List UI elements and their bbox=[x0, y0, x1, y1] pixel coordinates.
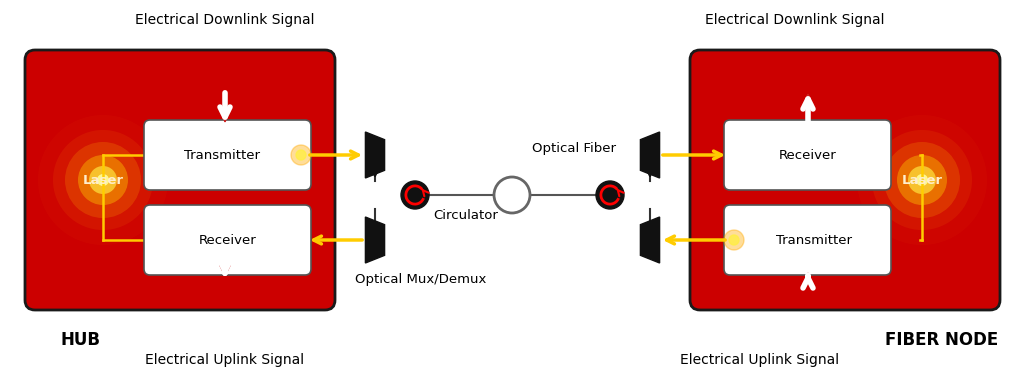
FancyBboxPatch shape bbox=[724, 205, 891, 275]
Circle shape bbox=[908, 166, 936, 194]
Circle shape bbox=[291, 145, 311, 165]
Circle shape bbox=[494, 177, 530, 213]
Circle shape bbox=[724, 230, 744, 250]
FancyBboxPatch shape bbox=[690, 50, 1000, 310]
Polygon shape bbox=[640, 132, 659, 178]
Polygon shape bbox=[366, 132, 385, 178]
Text: Receiver: Receiver bbox=[778, 148, 837, 162]
Circle shape bbox=[97, 174, 109, 186]
Text: FIBER NODE: FIBER NODE bbox=[886, 331, 998, 349]
Polygon shape bbox=[640, 217, 659, 263]
Circle shape bbox=[53, 130, 153, 230]
Text: HUB: HUB bbox=[60, 331, 100, 349]
Text: Laser: Laser bbox=[901, 174, 942, 187]
Circle shape bbox=[65, 142, 141, 218]
Text: Transmitter: Transmitter bbox=[775, 233, 852, 246]
Circle shape bbox=[78, 155, 128, 205]
Text: Receiver: Receiver bbox=[199, 233, 256, 246]
Circle shape bbox=[729, 235, 739, 245]
Circle shape bbox=[872, 130, 972, 230]
FancyBboxPatch shape bbox=[144, 205, 311, 275]
Text: Laser: Laser bbox=[83, 174, 124, 187]
Circle shape bbox=[884, 142, 961, 218]
Circle shape bbox=[296, 150, 306, 160]
Circle shape bbox=[38, 115, 168, 245]
FancyBboxPatch shape bbox=[724, 120, 891, 190]
Text: Transmitter: Transmitter bbox=[183, 148, 259, 162]
Text: Optical Fiber: Optical Fiber bbox=[532, 141, 616, 154]
Text: Electrical Downlink Signal: Electrical Downlink Signal bbox=[706, 13, 885, 27]
Text: Electrical Downlink Signal: Electrical Downlink Signal bbox=[135, 13, 314, 27]
Polygon shape bbox=[366, 217, 385, 263]
Circle shape bbox=[89, 166, 117, 194]
Text: Electrical Uplink Signal: Electrical Uplink Signal bbox=[680, 353, 840, 367]
Circle shape bbox=[596, 181, 624, 209]
Circle shape bbox=[916, 174, 928, 186]
Text: Circulator: Circulator bbox=[433, 208, 498, 221]
Text: Optical Mux/Demux: Optical Mux/Demux bbox=[355, 273, 486, 286]
Circle shape bbox=[897, 155, 947, 205]
FancyBboxPatch shape bbox=[25, 50, 335, 310]
Circle shape bbox=[401, 181, 429, 209]
Text: Electrical Uplink Signal: Electrical Uplink Signal bbox=[145, 353, 304, 367]
FancyBboxPatch shape bbox=[144, 120, 311, 190]
Circle shape bbox=[857, 115, 987, 245]
